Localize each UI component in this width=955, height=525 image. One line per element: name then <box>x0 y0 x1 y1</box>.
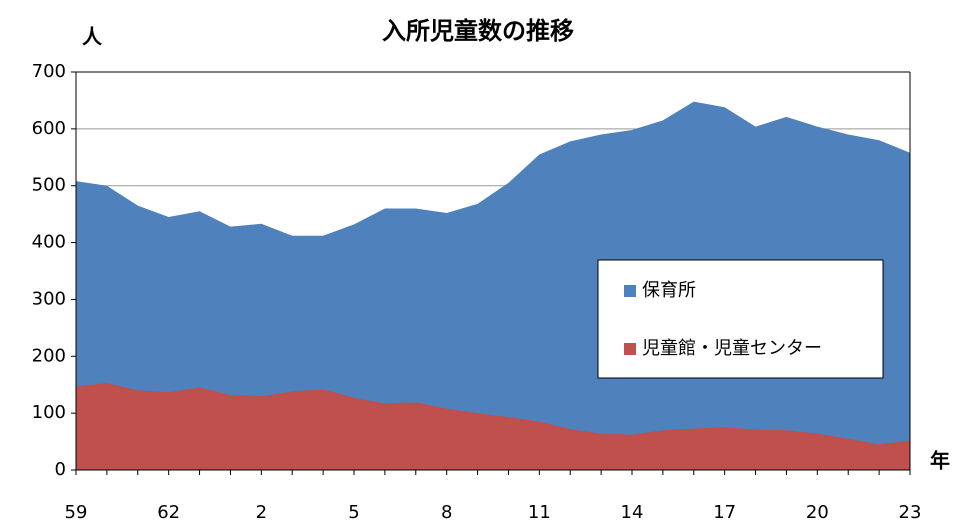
y-tick-label: 300 <box>32 288 66 309</box>
area <box>76 383 910 470</box>
y-tick-label: 600 <box>32 118 66 139</box>
y-tick-label: 400 <box>32 232 66 253</box>
legend-label: 保育所 <box>642 280 696 301</box>
x-tick-label: 62 <box>157 502 180 523</box>
x-tick-label: 23 <box>899 502 922 523</box>
x-tick-label: 2 <box>256 502 267 523</box>
legend-swatch <box>624 285 636 297</box>
y-tick-label: 0 <box>55 459 66 480</box>
x-tick-label: 20 <box>806 502 829 523</box>
y-tick-label: 700 <box>32 61 66 82</box>
legend-swatch <box>624 343 636 355</box>
legend-label: 児童館・児童センター <box>642 338 822 359</box>
y-tick-label: 500 <box>32 175 66 196</box>
x-tick-label: 5 <box>348 502 359 523</box>
x-tick-label: 17 <box>713 502 736 523</box>
y-axis-label: 人 <box>82 25 103 49</box>
y-tick-label: 200 <box>32 345 66 366</box>
x-tick-label: 8 <box>441 502 452 523</box>
x-axis-label: 年 <box>930 449 950 473</box>
x-tick-label: 14 <box>621 502 644 523</box>
legend-box <box>597 259 884 379</box>
x-tick-label: 59 <box>65 502 88 523</box>
y-tick-label: 100 <box>32 402 66 423</box>
x-tick-label: 11 <box>528 502 551 523</box>
chart-title: 入所児童数の推移 <box>382 17 574 45</box>
